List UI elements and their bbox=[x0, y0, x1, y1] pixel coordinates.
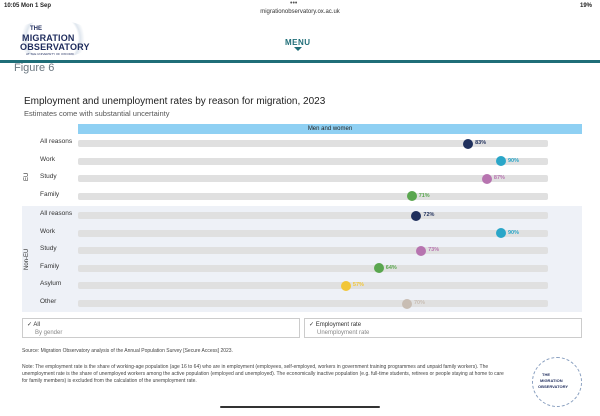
row-label: Family bbox=[40, 190, 60, 198]
bar-track bbox=[78, 212, 548, 219]
data-label: 64% bbox=[385, 264, 397, 271]
data-point[interactable] bbox=[496, 156, 506, 167]
bar-track bbox=[78, 264, 548, 272]
data-label: 71% bbox=[418, 192, 430, 199]
data-label: 72% bbox=[423, 212, 435, 218]
source-note: Source: Migration Observatory analysis o… bbox=[22, 348, 233, 354]
data-point[interactable] bbox=[402, 298, 412, 309]
home-indicator[interactable] bbox=[220, 406, 380, 408]
chart-subtitle: Estimates come with substantial uncertai… bbox=[24, 109, 170, 118]
row-label: Work bbox=[40, 227, 56, 235]
observatory-seal-logo: THE MIGRATION OBSERVATORY bbox=[532, 357, 582, 407]
seal-text-observatory: OBSERVATORY bbox=[538, 384, 569, 389]
bar-track bbox=[78, 140, 548, 147]
data-point[interactable] bbox=[416, 245, 427, 256]
data-label: 73% bbox=[428, 247, 440, 254]
row-label: Asylum bbox=[40, 280, 62, 288]
row-label: Other bbox=[40, 298, 57, 305]
bar-track bbox=[78, 192, 548, 200]
data-point[interactable] bbox=[496, 228, 506, 239]
filter-all-option[interactable]: ✓ All bbox=[27, 322, 41, 328]
more-dots-icon[interactable]: ••• bbox=[290, 0, 298, 7]
logo-text-oxford: AT THE UNIVERSITY OF OXFORD bbox=[26, 52, 74, 56]
status-time: 10:05 Mon 1 Sep bbox=[4, 3, 52, 9]
chart-title: Employment and unemployment rates by rea… bbox=[24, 96, 326, 107]
data-label: 90% bbox=[508, 229, 520, 236]
row-label: Work bbox=[40, 155, 56, 163]
data-label: 70% bbox=[414, 300, 426, 306]
non-eu-panel bbox=[22, 206, 582, 312]
unemployment-rate-option[interactable]: Unemployment rate bbox=[317, 330, 370, 336]
site-header: THE MIGRATION OBSERVATORY AT THE UNIVERS… bbox=[0, 18, 600, 63]
battery-indicator: 19% bbox=[579, 3, 592, 9]
data-point[interactable] bbox=[481, 173, 492, 184]
bar-track bbox=[78, 157, 548, 165]
data-label: 83% bbox=[475, 140, 487, 146]
site-logo[interactable]: THE MIGRATION OBSERVATORY AT THE UNIVERS… bbox=[12, 20, 94, 58]
bar-track bbox=[78, 229, 548, 237]
group-label-eu: EU bbox=[24, 172, 30, 181]
logo-text-observatory: OBSERVATORY bbox=[20, 42, 90, 52]
row-label: Study bbox=[40, 173, 57, 181]
status-bar: 10:05 Mon 1 Sep ••• migrationobservatory… bbox=[0, 0, 600, 18]
data-label: 57% bbox=[352, 282, 364, 289]
filter-by-gender-option[interactable]: By gender bbox=[35, 330, 63, 336]
row-label: All reasons bbox=[40, 138, 73, 145]
data-label: 87% bbox=[493, 175, 505, 182]
gender-filter[interactable]: ✓ All By gender bbox=[22, 318, 300, 338]
data-point[interactable] bbox=[463, 138, 474, 149]
logo-text-migration: MIGRATION bbox=[22, 33, 75, 43]
menu-button[interactable]: MENU bbox=[285, 38, 311, 47]
logo-text-the: THE bbox=[30, 26, 42, 32]
dot-chart: Men and women EU All reasons 83% Work 90% Stu… bbox=[22, 124, 582, 312]
data-point[interactable] bbox=[373, 263, 384, 274]
group-label-non-eu: Non-EU bbox=[24, 248, 30, 270]
facet-header: Men and women bbox=[78, 124, 582, 134]
row-label: All reasons bbox=[40, 210, 73, 217]
figure-label: Figure 6 bbox=[14, 62, 55, 74]
seal-text-the: THE bbox=[542, 372, 550, 377]
data-label: 90% bbox=[508, 157, 520, 164]
bar-track bbox=[78, 282, 548, 290]
data-point[interactable] bbox=[340, 280, 351, 291]
bar-track bbox=[78, 175, 548, 183]
row-label: Family bbox=[40, 262, 60, 270]
bar-track bbox=[78, 300, 548, 307]
footnote: Note: The employment rate is the share o… bbox=[22, 364, 504, 384]
data-point[interactable] bbox=[406, 191, 417, 202]
address-bar-url[interactable]: migrationobservatory.ox.ac.uk bbox=[260, 9, 340, 15]
employment-rate-option[interactable]: ✓ Employment rate bbox=[309, 322, 362, 328]
bar-track bbox=[78, 247, 548, 255]
chart-controls: ✓ All By gender ✓ Employment rate Unempl… bbox=[22, 318, 582, 338]
data-point[interactable] bbox=[411, 210, 422, 221]
chevron-down-icon[interactable] bbox=[294, 47, 302, 51]
row-label: Study bbox=[40, 245, 57, 253]
seal-text-migration: MIGRATION bbox=[540, 378, 563, 383]
rate-filter[interactable]: ✓ Employment rate Unemployment rate bbox=[304, 318, 582, 338]
